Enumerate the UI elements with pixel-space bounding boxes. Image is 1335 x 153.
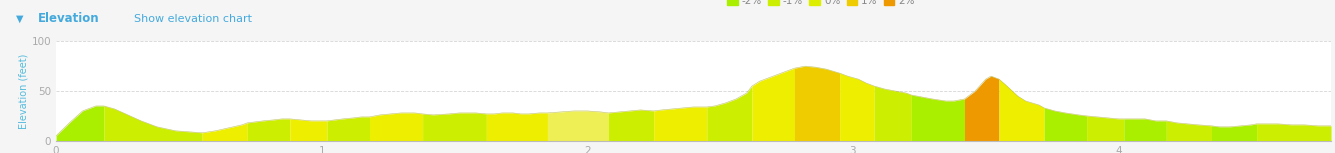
Text: ▼: ▼ — [16, 13, 24, 24]
Text: Elevation: Elevation — [37, 12, 99, 25]
Text: Show elevation chart: Show elevation chart — [134, 13, 251, 24]
Y-axis label: Elevation (feet): Elevation (feet) — [19, 53, 29, 129]
Legend: -2%, -1%, 0%, 1%, 2%: -2%, -1%, 0%, 1%, 2% — [724, 0, 918, 10]
